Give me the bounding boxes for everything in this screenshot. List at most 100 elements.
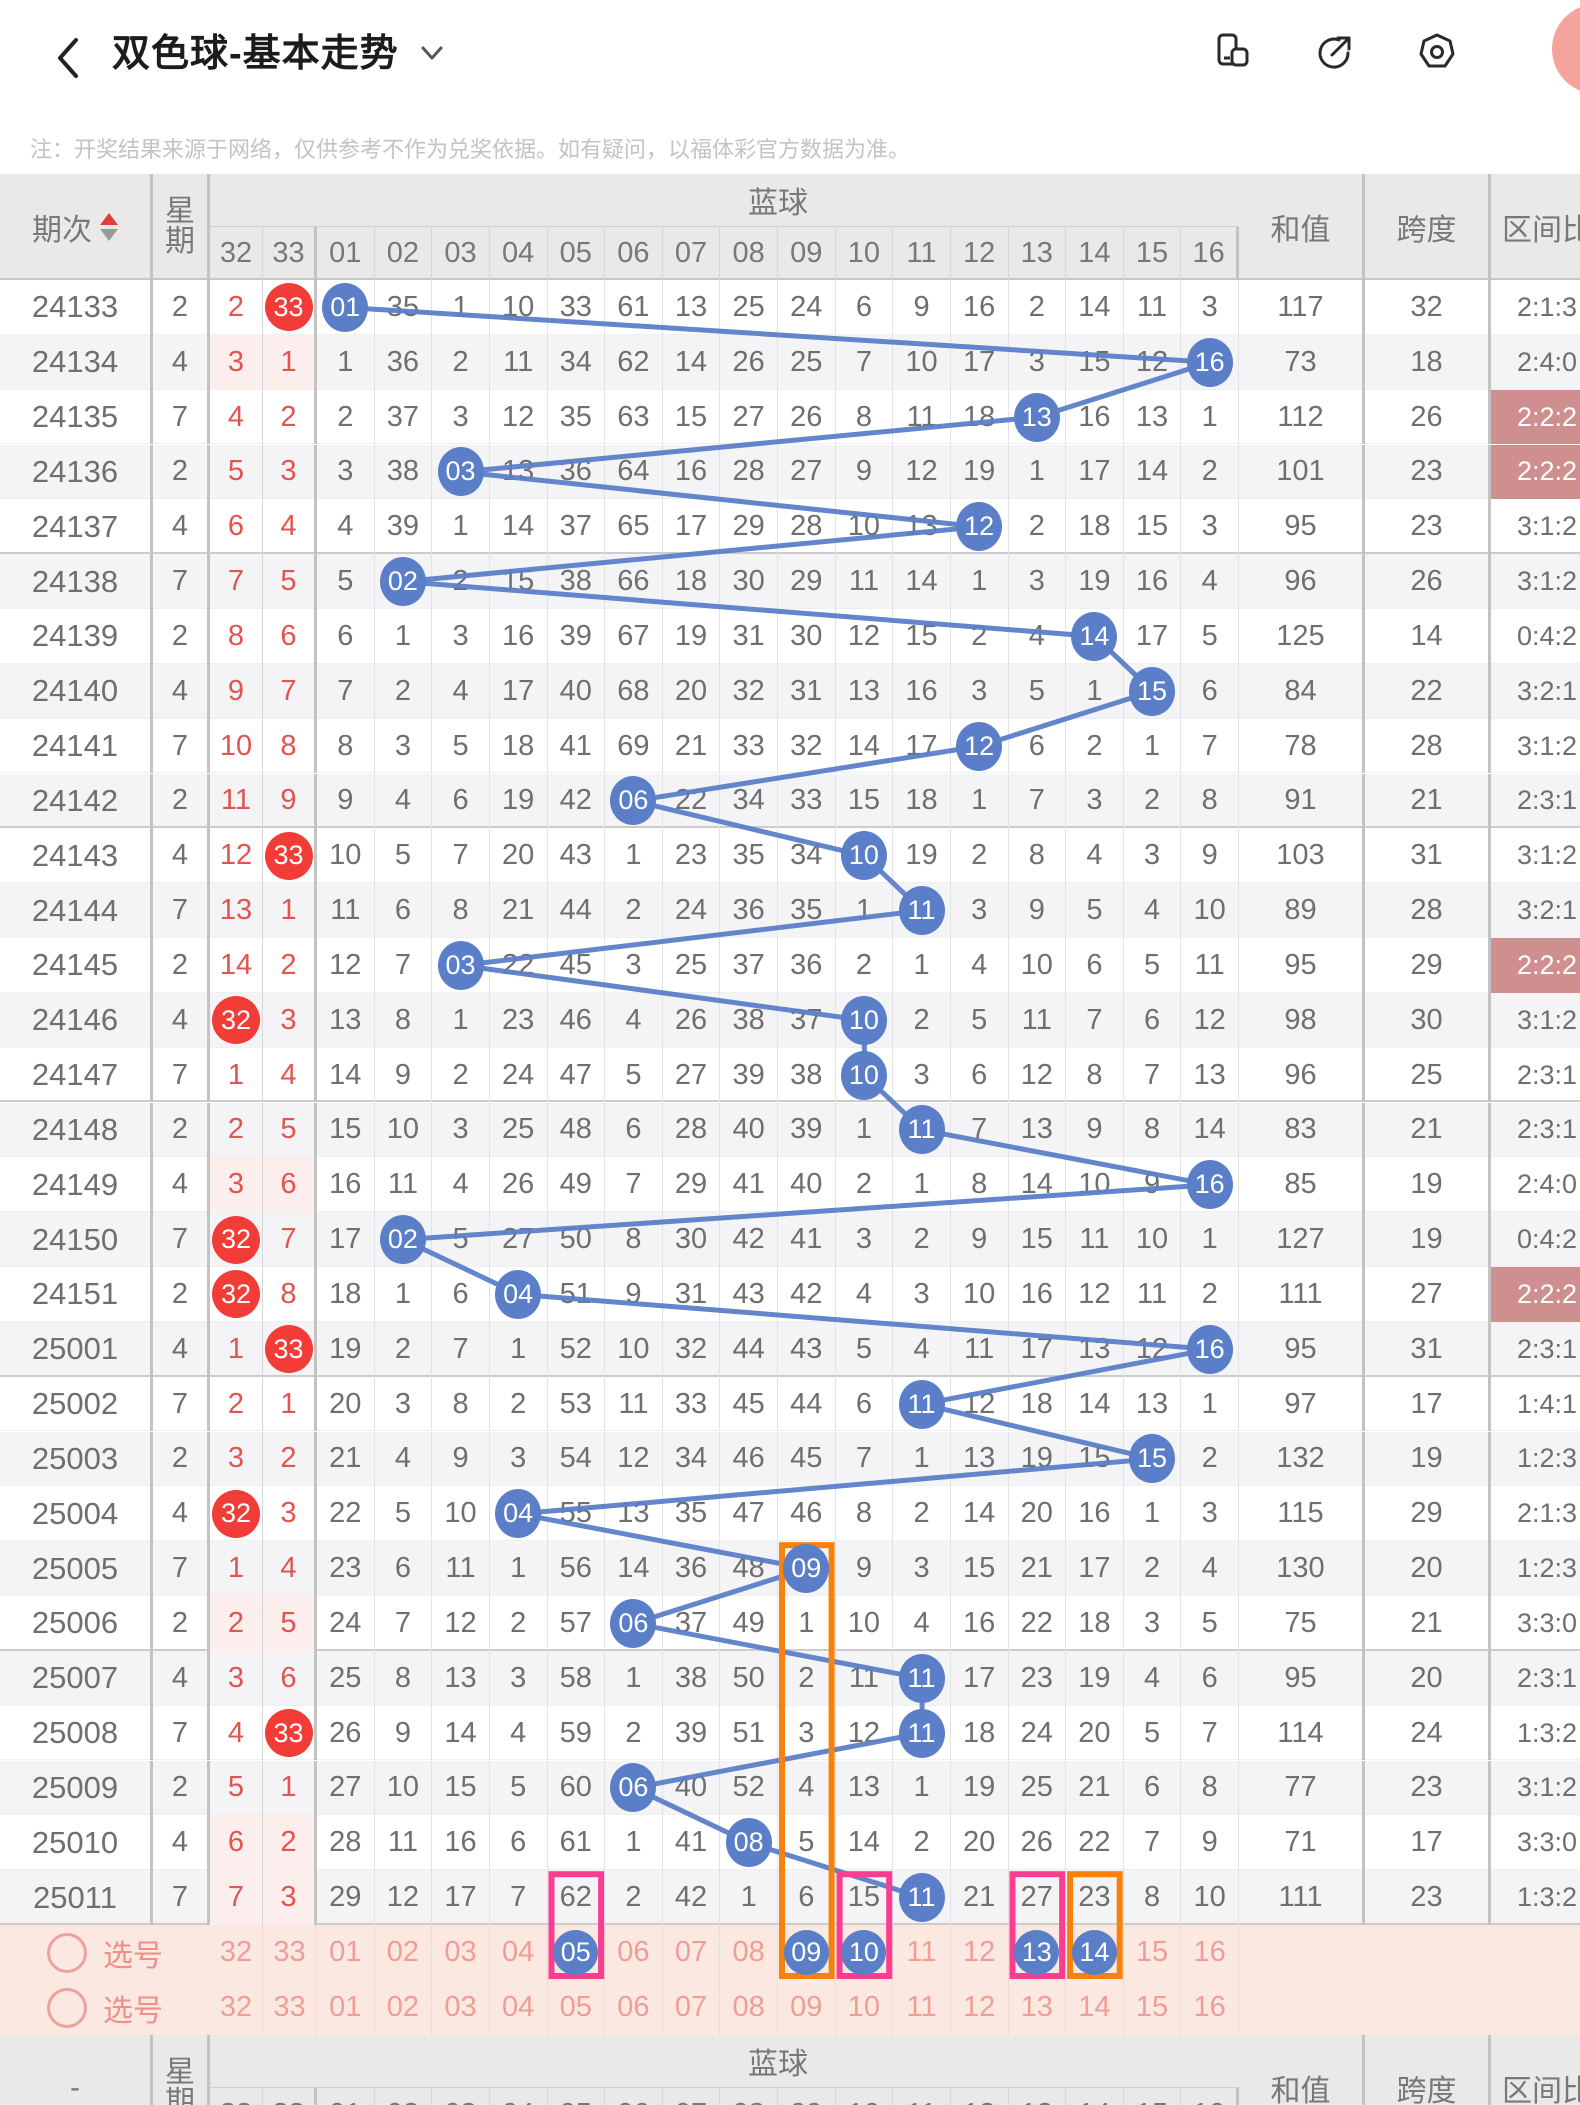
blue-omission-cell: 45	[778, 1431, 836, 1487]
col-header-sum: 和值	[1239, 174, 1365, 280]
pick-number-cell[interactable]: 11	[893, 1980, 951, 2035]
period-cell: 24135	[0, 389, 153, 445]
blue-omission-cell: 34	[778, 828, 836, 884]
pick-number-cell[interactable]: 04	[490, 1925, 548, 1980]
red-ball-hit: 32	[212, 1270, 260, 1319]
blue-omission-cell: 46	[548, 992, 606, 1048]
pick-number-cell[interactable]: 06	[605, 1925, 663, 1980]
blue-omission-cell: 1	[432, 499, 490, 555]
blue-omission-cell: 7	[1066, 992, 1124, 1048]
blue-omission-cell: 1	[893, 1157, 951, 1213]
blue-omission-cell: 36	[375, 334, 433, 390]
red-omission-cell: 1	[210, 1047, 263, 1103]
blue-omission-cell: 3	[432, 389, 490, 445]
pick-number-cell[interactable]: 03	[432, 1980, 490, 2035]
blue-omission-cell: 1	[490, 1321, 548, 1377]
footer-ball-header: 15	[1124, 2088, 1182, 2105]
pick-number-cell[interactable]: 15	[1124, 1925, 1182, 1980]
blue-omission-cell: 1	[836, 883, 894, 938]
period-cell: 24134	[0, 334, 153, 390]
pick-number-cell[interactable]: 10	[836, 1980, 894, 2035]
blue-omission-cell: 15	[1009, 1212, 1067, 1267]
blue-ball-hit: 09	[783, 1544, 830, 1594]
blue-omission-cell: 9	[375, 1047, 433, 1103]
blue-omission-cell: 11	[375, 1815, 433, 1871]
settings-icon[interactable]	[1414, 30, 1460, 76]
pick-number-cell[interactable]: 32	[210, 1925, 263, 1980]
blue-omission-cell: 3	[1124, 1596, 1182, 1651]
blue-omission-cell: 47	[720, 1486, 778, 1542]
red-omission-cell: 3	[210, 1157, 263, 1213]
chevron-down-icon[interactable]	[417, 42, 447, 64]
pick-number-cell[interactable]: 14	[1066, 1925, 1124, 1980]
period-cell: 25008	[0, 1705, 153, 1761]
span-cell: 14	[1365, 609, 1491, 664]
blue-omission-cell: 19	[1066, 1650, 1124, 1706]
blue-omission-cell: 5	[1181, 1596, 1239, 1651]
blue-omission-cell: 9	[1181, 828, 1239, 884]
footer-ball-header: 13	[1009, 2088, 1067, 2105]
pick-number-cell[interactable]: 09	[778, 1925, 836, 1980]
sum-cell: 95	[1239, 1650, 1365, 1706]
pick-number-cell[interactable]: 03	[432, 1925, 490, 1980]
pick-radio[interactable]	[47, 1987, 87, 2028]
pick-number-cell[interactable]: 09	[778, 1980, 836, 2035]
pick-number-cell[interactable]: 02	[375, 1980, 433, 2035]
pick-number-cell[interactable]: 01	[317, 1980, 375, 2035]
blue-omission-cell: 32	[720, 663, 778, 719]
pick-number-cell[interactable]: 33	[263, 1925, 317, 1980]
pick-number-cell[interactable]: 08	[720, 1925, 778, 1980]
pick-number-cell[interactable]: 10	[836, 1925, 894, 1980]
blue-omission-cell: 8	[951, 1157, 1009, 1213]
pick-number-cell[interactable]: 14	[1066, 1980, 1124, 2035]
pick-number-cell[interactable]: 06	[605, 1980, 663, 2035]
blue-omission-cell: 29	[317, 1870, 375, 1925]
blue-omission-cell: 15	[951, 1541, 1009, 1596]
pick-number-cell[interactable]: 12	[951, 1925, 1009, 1980]
pick-number-cell[interactable]: 07	[663, 1925, 721, 1980]
red-omission-cell: 6	[263, 609, 317, 664]
blue-omission-cell: 16	[432, 1815, 490, 1871]
blue-omission-cell: 38	[375, 444, 433, 500]
blue-omission-cell: 13	[490, 444, 548, 500]
red-ball-hit: 32	[212, 1215, 260, 1264]
blue-omission-cell: 3	[1009, 554, 1067, 609]
sum-cell: 91	[1239, 773, 1365, 829]
pick-number-cell[interactable]: 16	[1181, 1980, 1239, 2035]
pick-number-cell[interactable]: 11	[893, 1925, 951, 1980]
blue-omission-cell: 5	[1066, 883, 1124, 938]
pick-number-cell[interactable]: 13	[1009, 1925, 1067, 1980]
sort-icon[interactable]	[100, 213, 118, 241]
pick-number-cell[interactable]: 16	[1181, 1925, 1239, 1980]
pick-number-cell[interactable]: 05	[548, 1980, 606, 2035]
blue-omission-cell: 1	[893, 938, 951, 993]
blue-omission-cell: 45	[720, 1376, 778, 1432]
blue-omission-cell: 16	[1066, 389, 1124, 445]
blue-omission-cell: 3	[778, 1705, 836, 1761]
pick-number-cell[interactable]: 13	[1009, 1980, 1067, 2035]
period-cell: 25010	[0, 1815, 153, 1871]
pick-number-cell[interactable]: 05	[548, 1925, 606, 1980]
pick-number-cell[interactable]: 32	[210, 1980, 263, 2035]
span-cell: 20	[1365, 1541, 1491, 1596]
red-omission-cell: 2	[263, 938, 317, 993]
rotate-device-icon[interactable]	[1210, 31, 1254, 75]
blue-omission-cell: 1	[951, 773, 1009, 829]
back-button[interactable]	[48, 28, 88, 88]
pick-number-cell[interactable]: 01	[317, 1925, 375, 1980]
pick-number-cell[interactable]: 12	[951, 1980, 1009, 2035]
share-icon[interactable]	[1312, 31, 1356, 75]
pick-number-cell[interactable]: 15	[1124, 1980, 1182, 2035]
pick-number-cell[interactable]: 02	[375, 1925, 433, 1980]
pick-number-cell[interactable]: 08	[720, 1980, 778, 2035]
zone-ratio-cell: 3:2:1	[1516, 675, 1578, 706]
col-header-period[interactable]: 期次	[0, 174, 153, 280]
week-cell: 4	[153, 828, 210, 884]
pick-number-cell[interactable]: 04	[490, 1980, 548, 2035]
pick-radio[interactable]	[47, 1932, 87, 1973]
pick-number-cell[interactable]: 07	[663, 1980, 721, 2035]
pick-number-cell[interactable]: 33	[263, 1980, 317, 2035]
blue-omission-cell: 6	[317, 609, 375, 664]
red-omission-cell: 2	[210, 1376, 263, 1432]
blue-omission-cell: 63	[605, 389, 663, 445]
